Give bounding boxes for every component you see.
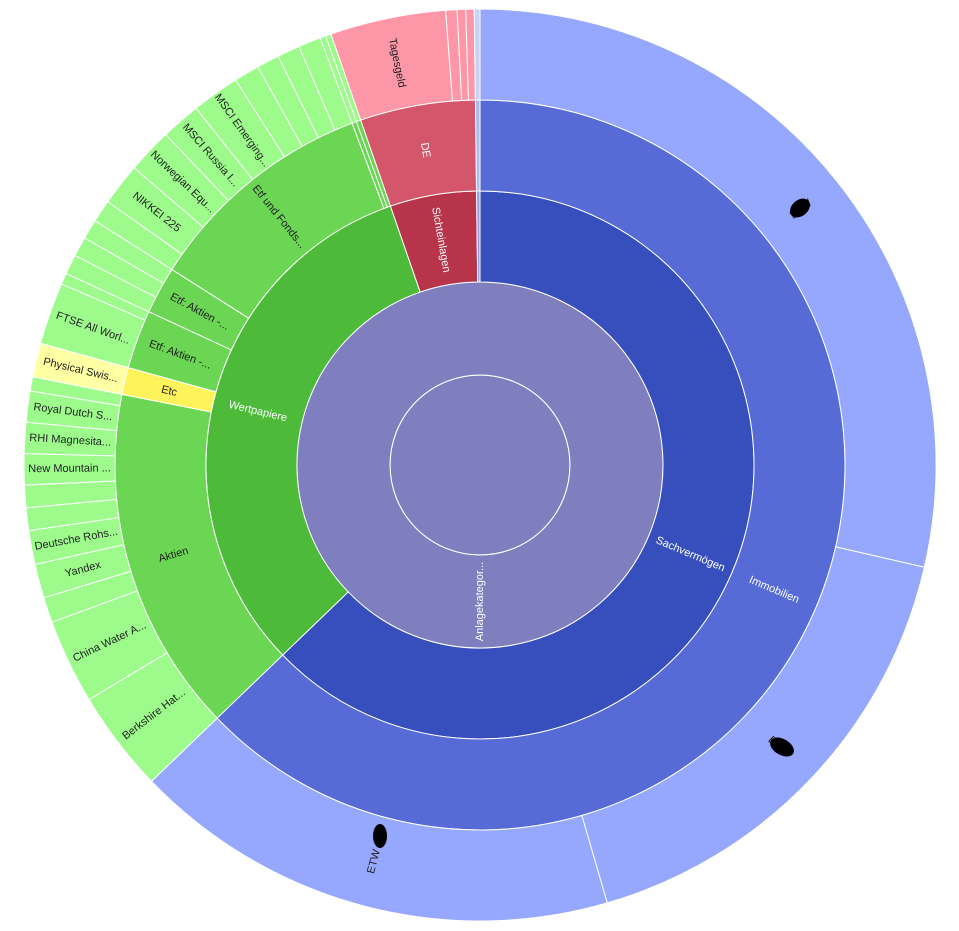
center-circle (389, 374, 571, 556)
sunburst (23, 8, 937, 922)
arc-label: Etc (160, 384, 179, 399)
sunburst-arc (473, 8, 481, 101)
arc-label: DE (418, 142, 432, 159)
arc-label: RHI Magnesita... (29, 432, 111, 449)
arc-label: Anlagekategor... (474, 562, 486, 642)
sunburst-arc (474, 99, 481, 192)
redaction-marks (373, 198, 810, 848)
redaction (790, 198, 810, 218)
sunburst-arc (476, 190, 481, 283)
arc-label: New Mountain ... (28, 462, 111, 475)
redaction (373, 824, 387, 848)
redaction (770, 737, 794, 757)
sunburst-arc (479, 8, 937, 568)
